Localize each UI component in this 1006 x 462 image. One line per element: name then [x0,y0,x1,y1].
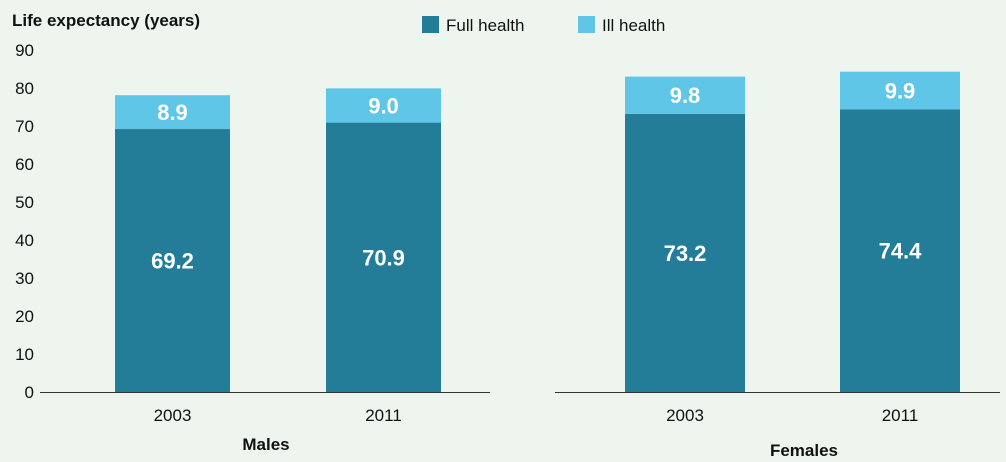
bar-value-label-ill-health: 9.9 [885,78,916,103]
x-tick-label: 2003 [154,406,192,425]
bar-value-label-ill-health: 9.8 [670,83,701,108]
group-label: Males [242,435,289,454]
panel-males: 69.2 8.9 2003 70.9 9.0 2011 Males [40,88,490,454]
y-tick-label: 50 [15,193,34,212]
bar-ill-health [840,71,960,110]
bar-value-label-ill-health: 9.0 [368,93,399,118]
y-axis: 0 10 20 30 40 50 60 70 80 90 [15,41,34,402]
bar-ill-health [115,95,230,130]
y-tick-label: 70 [15,117,34,136]
bar-full-health [115,129,230,393]
legend-label-ill-health: Ill health [602,16,665,35]
x-tick-label: 2011 [365,406,402,425]
group-label: Females [770,441,838,460]
legend: Full health Ill health [422,16,665,35]
bar-full-health [840,109,960,392]
legend-swatch-full-health [422,16,439,33]
legend-label-full-health: Full health [446,16,524,35]
y-tick-label: 90 [15,41,34,60]
x-tick-label: 2011 [882,406,919,425]
y-tick-label: 30 [15,269,34,288]
y-tick-label: 0 [25,383,34,402]
y-axis-title: Life expectancy (years) [12,11,200,30]
bar-value-label-ill-health: 8.9 [157,100,188,125]
bar-ill-health [326,88,441,123]
panel-females: 73.2 9.8 2003 74.4 9.9 2011 Females [555,71,1000,460]
bar-full-health [326,122,441,392]
bar-value-label-full-health: 70.9 [362,245,405,270]
legend-swatch-ill-health [578,16,595,33]
bar-full-health [625,113,745,392]
y-tick-label: 80 [15,79,34,98]
bar-ill-health [625,76,745,114]
x-tick-label: 2003 [666,406,704,425]
y-tick-label: 10 [15,345,34,364]
y-tick-label: 60 [15,155,34,174]
y-tick-label: 40 [15,231,34,250]
y-tick-label: 20 [15,307,34,326]
bar-value-label-full-health: 73.2 [664,241,707,266]
bar-value-label-full-health: 74.4 [879,239,923,264]
chart-panels: 69.2 8.9 2003 70.9 9.0 2011 Males 73.2 9.8 2003 74… [40,71,1000,460]
bar-value-label-full-health: 69.2 [151,249,194,274]
